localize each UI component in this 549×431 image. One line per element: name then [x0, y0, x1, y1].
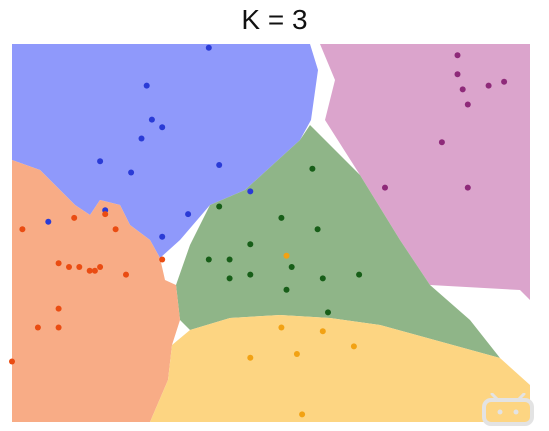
point-yellow-0	[283, 252, 290, 259]
point-pink-1	[454, 71, 461, 78]
point-pink-6	[438, 139, 445, 146]
point-blue-6	[128, 169, 135, 176]
point-pink-0	[454, 52, 461, 59]
point-orange-12	[55, 305, 62, 312]
point-yellow-6	[299, 411, 306, 418]
point-orange-5	[66, 264, 72, 270]
point-blue-4	[138, 135, 145, 142]
point-orange-8	[86, 267, 93, 274]
region-orange	[12, 160, 180, 422]
point-orange-7	[97, 264, 104, 270]
point-green-5	[205, 256, 212, 263]
point-orange-10	[123, 271, 129, 278]
point-blue-8	[247, 188, 254, 195]
point-blue-9	[185, 211, 192, 218]
point-orange-1	[102, 211, 109, 218]
point-orange-2	[19, 226, 26, 233]
chart-title: K = 3	[241, 4, 308, 35]
point-pink-5	[464, 101, 471, 108]
point-yellow-4	[247, 354, 254, 361]
region-blue	[12, 44, 318, 258]
point-orange-11	[159, 256, 166, 263]
point-orange-6	[76, 264, 83, 270]
point-green-13	[325, 309, 331, 316]
point-pink-2	[501, 78, 508, 85]
point-orange-14	[55, 324, 62, 331]
point-blue-11	[45, 218, 52, 225]
point-green-0	[309, 165, 316, 172]
point-orange-15	[9, 358, 15, 365]
point-orange-13	[34, 324, 41, 331]
bilibili-tv-logo	[482, 393, 534, 426]
point-blue-1	[143, 82, 150, 89]
point-blue-2	[148, 116, 155, 123]
point-blue-0	[205, 44, 212, 51]
data-points	[9, 44, 508, 418]
point-green-11	[356, 271, 363, 278]
point-green-2	[278, 214, 285, 221]
point-orange-0	[71, 214, 78, 221]
point-pink-3	[485, 82, 492, 89]
point-blue-7	[216, 162, 223, 168]
point-blue-5	[97, 158, 104, 165]
point-pink-8	[464, 184, 471, 191]
point-blue-3	[159, 124, 166, 131]
point-yellow-1	[278, 324, 285, 331]
point-green-10	[319, 275, 326, 282]
point-green-9	[288, 264, 295, 270]
region-yellow	[150, 315, 530, 422]
point-orange-4	[55, 260, 62, 267]
point-green-6	[226, 256, 233, 263]
point-orange-3	[112, 226, 119, 233]
region-green	[176, 125, 500, 358]
point-green-4	[247, 241, 254, 248]
point-pink-4	[459, 86, 466, 93]
point-yellow-5	[293, 351, 300, 357]
point-green-7	[247, 271, 254, 278]
point-yellow-2	[319, 328, 326, 335]
point-green-1	[216, 203, 223, 210]
point-green-3	[314, 226, 321, 233]
point-pink-7	[382, 184, 388, 191]
point-yellow-3	[350, 343, 357, 350]
point-orange-9	[91, 267, 98, 274]
point-green-12	[283, 286, 290, 293]
point-blue-12	[159, 233, 166, 240]
region-pink	[320, 44, 530, 300]
point-green-8	[226, 275, 233, 282]
